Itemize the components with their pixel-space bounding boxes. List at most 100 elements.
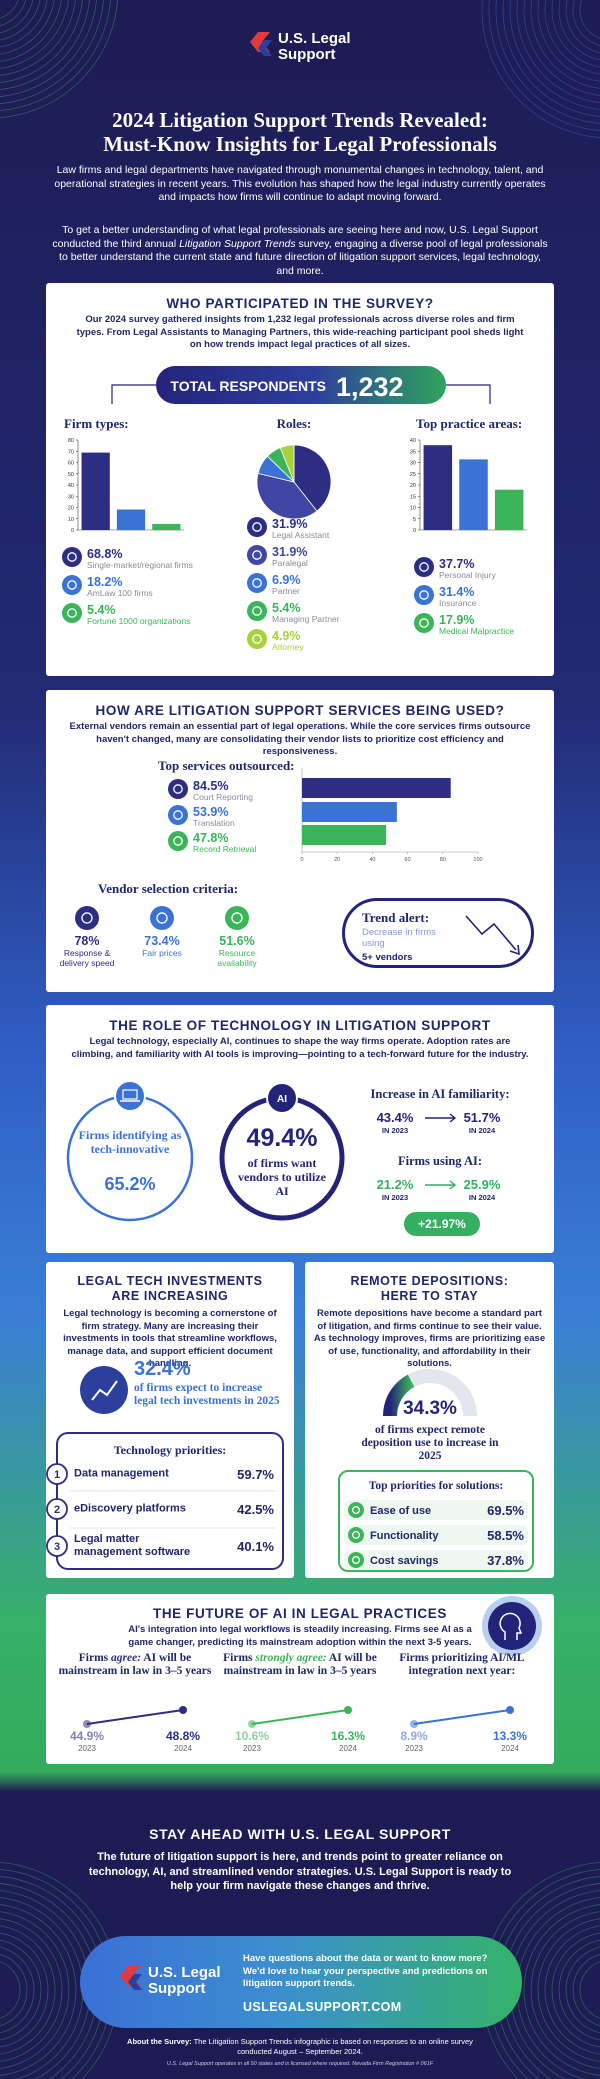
bar bbox=[152, 523, 181, 530]
gauge-value: 34.3% bbox=[403, 1398, 457, 1419]
innovative-value: 65.2% bbox=[104, 1174, 156, 1194]
legend-label: Record Retrieval bbox=[193, 844, 256, 854]
icon-glyph bbox=[67, 580, 77, 590]
legend-value: 84.5% bbox=[193, 779, 228, 793]
decor-ring bbox=[530, 0, 600, 89]
trend-box bbox=[342, 898, 534, 968]
bar bbox=[302, 802, 397, 822]
x-tick-label: 40 bbox=[369, 857, 375, 863]
title-part: strongly agree: bbox=[255, 1652, 327, 1664]
future-card bbox=[46, 1594, 554, 1764]
icon-glyph bbox=[252, 634, 262, 644]
change-pill bbox=[404, 1212, 480, 1236]
row-bg bbox=[344, 1550, 528, 1570]
about: About the Survey: The Litigation Support… bbox=[120, 2037, 480, 2057]
legend-value: 17.9% bbox=[439, 613, 474, 627]
vendors-ai-label: of firms want vendors to utilize AI bbox=[238, 1156, 326, 1198]
legend-label: Personal Injury bbox=[439, 570, 496, 580]
logo-mark bbox=[258, 40, 272, 56]
legend-label: Attorney bbox=[272, 642, 304, 652]
icon-glyph bbox=[351, 1555, 361, 1565]
investment-icon bbox=[80, 1366, 128, 1414]
icon-glyph bbox=[173, 836, 183, 846]
decor-ring bbox=[537, 0, 600, 82]
cta-url: USLEGALSUPPORT.COM bbox=[243, 2000, 402, 2014]
intro-2: To get a better understanding of what le… bbox=[52, 224, 548, 278]
line-title: Firms strongly agree: AI will be mainstr… bbox=[220, 1652, 380, 1678]
decor-ring bbox=[565, 1946, 600, 2034]
y-tick-label: 10 bbox=[68, 517, 74, 523]
change-year: IN 2023 bbox=[382, 1193, 408, 1202]
icon bbox=[348, 1502, 364, 1518]
legend-label: Fortune 1000 organizations bbox=[87, 616, 191, 626]
logo-mark bbox=[128, 1974, 142, 1990]
legend-value: 18.2% bbox=[87, 575, 122, 589]
decor-ring bbox=[551, 0, 600, 68]
total-pill bbox=[156, 366, 446, 404]
ai-badge bbox=[266, 1082, 298, 1114]
chart-title: Vendor selection criteria: bbox=[98, 881, 238, 896]
investment-value: 32.4% bbox=[134, 1358, 191, 1380]
priority-label: eDiscovery platforms bbox=[74, 1502, 186, 1515]
y-tick-label: 50 bbox=[68, 472, 74, 478]
priority-label: Ease of use bbox=[370, 1505, 431, 1517]
legend-label: Insurance bbox=[439, 598, 477, 608]
trend-line bbox=[413, 1709, 511, 1725]
legend-label: Translation bbox=[193, 818, 235, 828]
decor-ring bbox=[481, 0, 600, 138]
change-year: IN 2023 bbox=[382, 1126, 408, 1135]
bracket bbox=[111, 384, 491, 404]
trend-arrowhead bbox=[509, 944, 520, 956]
chart-title: Roles: bbox=[277, 416, 312, 431]
priority-value: 58.5% bbox=[487, 1528, 524, 1543]
innovative-badge bbox=[114, 1080, 146, 1112]
x-label: 2024 bbox=[174, 1744, 192, 1753]
x-tick-label: 20 bbox=[334, 857, 340, 863]
priority-value: 69.5% bbox=[487, 1503, 524, 1518]
decor-ring bbox=[516, 0, 600, 103]
y-tick-label: 70 bbox=[68, 449, 74, 455]
icon bbox=[348, 1552, 364, 1568]
footer-heading: STAY AHEAD WITH U.S. LEGAL SUPPORT bbox=[149, 1826, 451, 1842]
decor-ring bbox=[572, 0, 600, 47]
decor-ring bbox=[523, 1904, 600, 2076]
x-label: 2023 bbox=[243, 1744, 261, 1753]
section-heading: THE ROLE OF TECHNOLOGY IN LITIGATION SUP… bbox=[109, 1018, 491, 1033]
logo-text: Support bbox=[278, 46, 336, 63]
section-heading: WHO PARTICIPATED IN THE SURVEY? bbox=[166, 296, 434, 311]
y-tick-label: 20 bbox=[410, 483, 416, 489]
icon bbox=[247, 545, 267, 565]
icon bbox=[168, 779, 188, 799]
icon-glyph bbox=[419, 618, 429, 628]
icon-glyph bbox=[231, 912, 243, 924]
gauge-arc bbox=[383, 1374, 415, 1417]
pie-slice bbox=[279, 444, 295, 483]
decor-ring bbox=[530, 1911, 600, 2069]
decor-ring bbox=[502, 0, 600, 117]
x-label: 2024 bbox=[339, 1744, 357, 1753]
legend-value: 4.9% bbox=[272, 629, 301, 643]
x-tick-label: 100 bbox=[473, 857, 482, 863]
y-tick-label: 20 bbox=[68, 506, 74, 512]
icon bbox=[62, 575, 82, 595]
title-line: 2024 Litigation Support Trends Revealed: bbox=[112, 108, 488, 132]
trend-title: Trend alert: bbox=[362, 910, 429, 925]
decor-ring bbox=[523, 0, 600, 96]
bar bbox=[459, 459, 488, 530]
total-label: TOTAL RESPONDENTS bbox=[170, 378, 326, 394]
icon bbox=[247, 573, 267, 593]
decor-ring bbox=[0, 1946, 35, 2034]
solution-priorities-box bbox=[338, 1470, 534, 1572]
legend-label: Court Reporting bbox=[193, 792, 253, 802]
change-title: Increase in AI familiarity: bbox=[371, 1087, 510, 1101]
pie-slice bbox=[293, 444, 332, 512]
stat-label: Fair prices bbox=[142, 948, 182, 958]
point-label: 10.6% bbox=[235, 1729, 269, 1743]
change-arrow bbox=[425, 1113, 457, 1123]
section-heading: THE FUTURE OF AI IN LEGAL PRACTICES bbox=[152, 1606, 447, 1621]
icon bbox=[150, 906, 174, 930]
legend-label: Paralegal bbox=[272, 558, 308, 568]
logo-text: U.S. Legal bbox=[278, 30, 351, 47]
decor-ring bbox=[544, 1925, 600, 2055]
